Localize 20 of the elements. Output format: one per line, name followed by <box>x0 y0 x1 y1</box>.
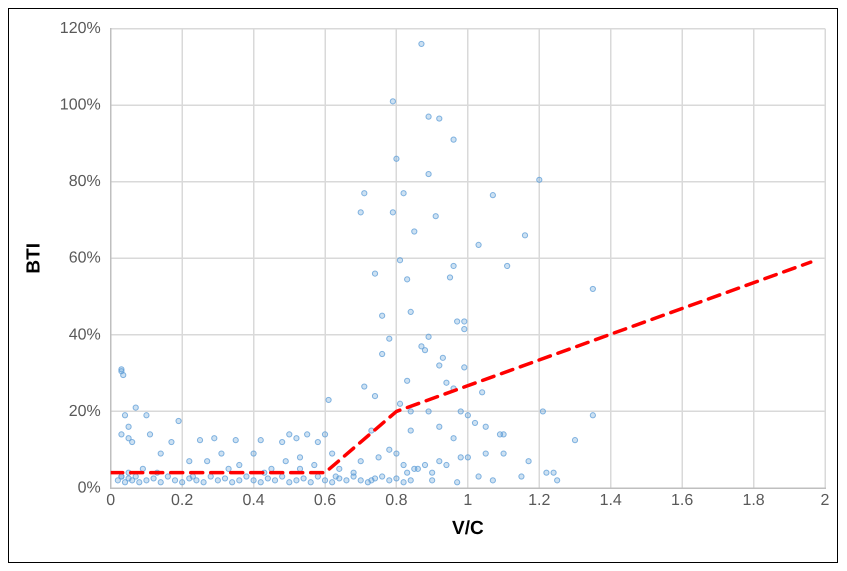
x-tick-label: 0.6 <box>314 492 336 510</box>
y-tick-label: 0% <box>78 479 101 496</box>
y-tick-label: 60% <box>68 250 101 267</box>
x-tick-label: 1.4 <box>600 492 622 510</box>
x-tick-label: 0.2 <box>171 492 194 510</box>
x-tick-label: 0.4 <box>242 492 265 510</box>
y-tick-label: 120% <box>60 20 101 38</box>
x-tick-label: 1.6 <box>671 492 694 510</box>
y-axis-title: BTI <box>24 242 45 274</box>
x-tick-label: 2 <box>820 492 830 510</box>
x-tick-label: 0.8 <box>385 492 408 510</box>
y-tick-label: 20% <box>68 402 101 420</box>
x-tick-label: 1.2 <box>528 492 551 510</box>
x-tick-label: 1.8 <box>742 492 765 510</box>
x-tick-label: 0 <box>106 492 116 510</box>
x-tick-label: 1 <box>463 492 472 510</box>
y-tick-label: 40% <box>68 326 101 344</box>
y-tick-label: 80% <box>68 173 101 190</box>
y-tick-label: 100% <box>60 96 101 114</box>
x-axis-title: V/C <box>452 518 484 539</box>
